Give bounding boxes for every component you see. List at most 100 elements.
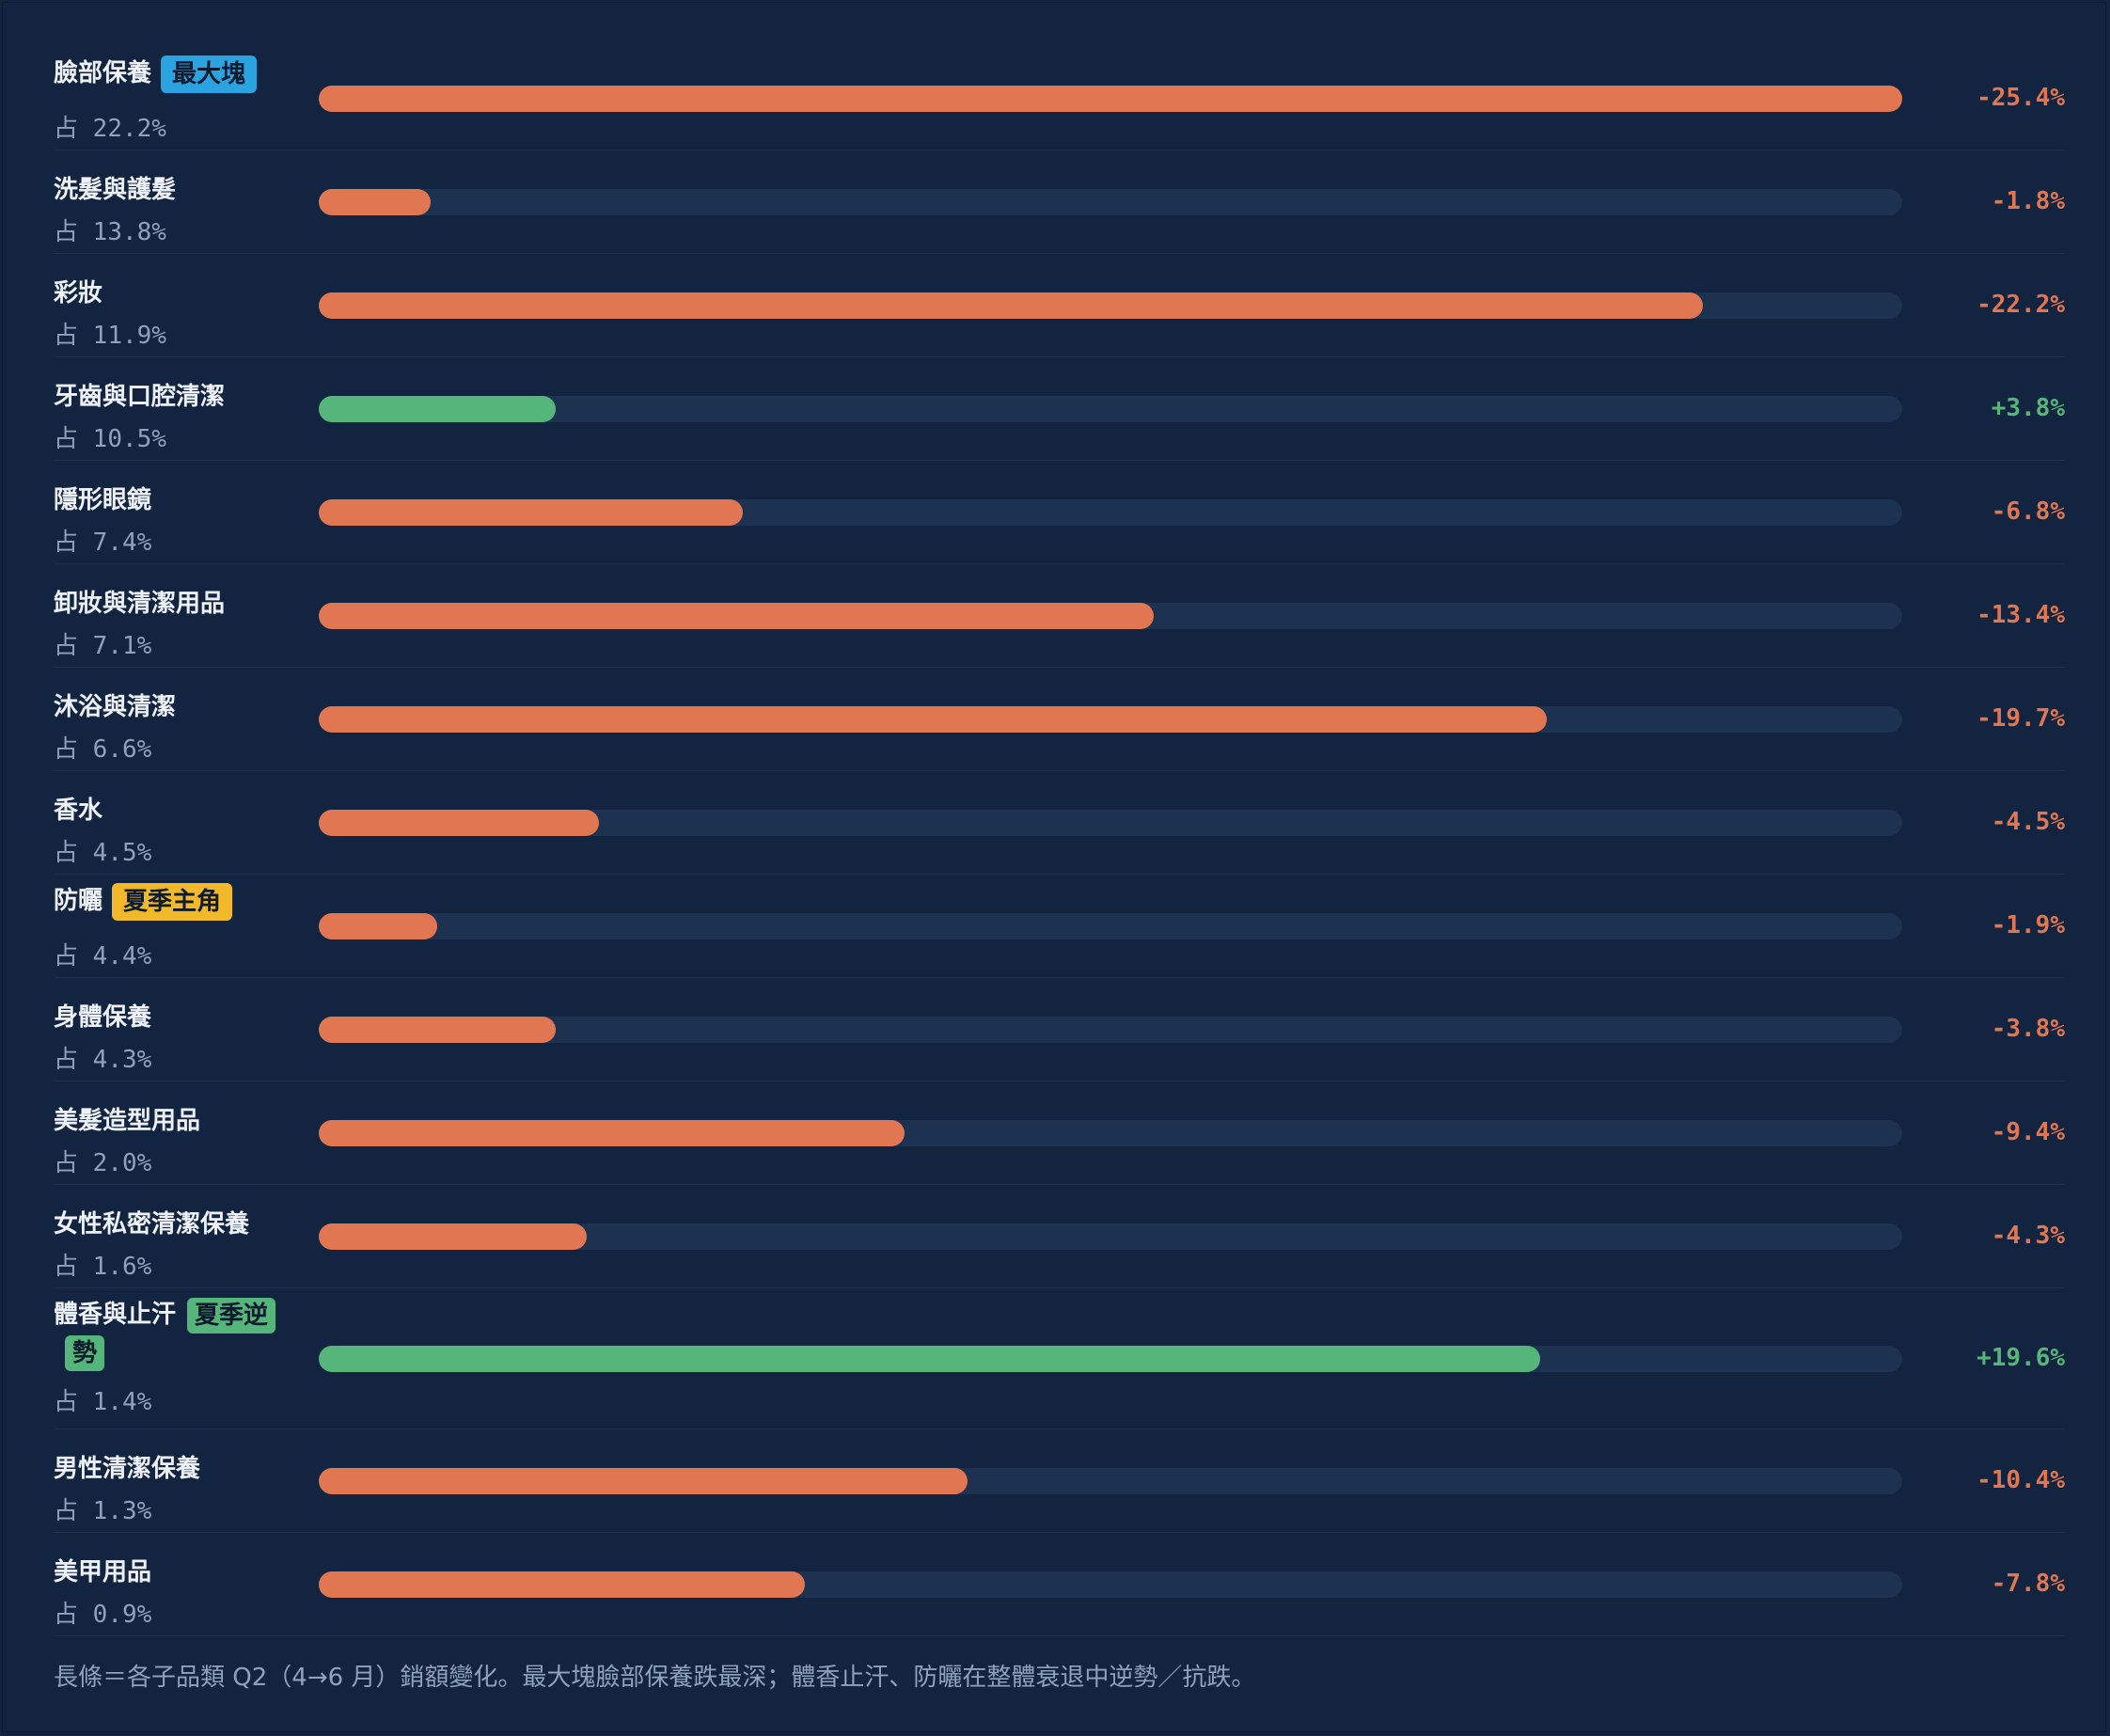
category-share: 占 7.1% bbox=[54, 626, 151, 661]
category-share: 占 6.6% bbox=[54, 730, 151, 765]
bar-row: 卸妝與清潔用品占 7.1% -13.4% bbox=[54, 564, 2065, 668]
category-name-line: 女性私密清潔保養 bbox=[54, 1206, 249, 1243]
category-name-line: 沐浴與清潔 bbox=[54, 688, 176, 726]
bar-row: 隱形眼鏡占 7.4% -6.8% bbox=[54, 461, 2065, 564]
category-name-line: 彩妝 bbox=[54, 275, 102, 312]
bar-decline bbox=[319, 292, 1703, 319]
category-name: 隱形眼鏡 bbox=[54, 486, 152, 514]
category-share: 占 11.9% bbox=[54, 316, 166, 351]
bar-row: 身體保養占 4.3% -3.8% bbox=[54, 978, 2065, 1081]
bar-decline bbox=[319, 1223, 587, 1250]
bar-track bbox=[319, 86, 1902, 112]
change-label: -19.7% bbox=[1976, 704, 2065, 733]
category-share: 占 0.9% bbox=[54, 1595, 151, 1630]
category-name-line: 美髮造型用品 bbox=[54, 1102, 200, 1140]
change-label: -9.4% bbox=[1991, 1118, 2065, 1146]
category-name: 卸妝與清潔用品 bbox=[54, 590, 226, 618]
bar-growth bbox=[319, 1346, 1540, 1372]
category-name-line: 美甲用品 bbox=[54, 1554, 151, 1591]
bar-track bbox=[319, 1223, 1902, 1250]
share-value: 4.5% bbox=[92, 839, 152, 867]
share-value: 13.8% bbox=[92, 218, 166, 246]
bar-decline bbox=[319, 603, 1154, 629]
category-name: 男性清潔保養 bbox=[54, 1455, 201, 1483]
category-name-line: 香水 bbox=[54, 792, 102, 829]
change-label: +3.8% bbox=[1991, 394, 2065, 422]
bar-row: 香水占 4.5% -4.5% bbox=[54, 771, 2065, 875]
category-name-line: 身體保養 bbox=[54, 999, 151, 1036]
category-name-line: 體香與止汗 夏季逆勢 bbox=[54, 1296, 289, 1372]
category-share: 占 4.3% bbox=[54, 1040, 151, 1075]
bar-row: 防曬 夏季主角占 4.4% -1.9% bbox=[54, 875, 2065, 978]
category-name-line: 隱形眼鏡 bbox=[54, 481, 151, 519]
category-name: 香水 bbox=[54, 797, 103, 825]
share-value: 2.0% bbox=[92, 1149, 152, 1177]
share-value: 7.1% bbox=[92, 632, 152, 660]
share-prefix: 占 bbox=[54, 839, 79, 867]
category-badge: 夏季主角 bbox=[112, 882, 233, 921]
category-share: 占 1.6% bbox=[54, 1247, 151, 1282]
bar-decline bbox=[319, 1120, 905, 1146]
share-value: 6.6% bbox=[92, 735, 152, 764]
bar-row: 沐浴與清潔占 6.6% -19.7% bbox=[54, 668, 2065, 771]
bar-decline bbox=[319, 810, 599, 836]
category-share: 占 4.5% bbox=[54, 833, 151, 868]
category-name-line: 洗髮與護髮 bbox=[54, 171, 176, 209]
bar-decline bbox=[319, 913, 437, 939]
bar-row: 男性清潔保養占 1.3% -10.4% bbox=[54, 1429, 2065, 1533]
bar-row: 牙齒與口腔清潔占 10.5% +3.8% bbox=[54, 357, 2065, 461]
bar-track bbox=[319, 189, 1902, 215]
change-label: -4.5% bbox=[1991, 808, 2065, 836]
category-name: 女性私密清潔保養 bbox=[54, 1210, 250, 1239]
share-value: 22.2% bbox=[92, 115, 166, 143]
bar-decline bbox=[319, 86, 1902, 112]
bar-row: 彩妝占 11.9% -22.2% bbox=[54, 254, 2065, 357]
change-label: -10.4% bbox=[1976, 1466, 2065, 1494]
share-value: 10.5% bbox=[92, 425, 166, 453]
bar-track bbox=[319, 1120, 1902, 1146]
category-share: 占 10.5% bbox=[54, 419, 166, 454]
category-name-line: 防曬 夏季主角 bbox=[54, 882, 233, 921]
category-name: 防曬 bbox=[54, 887, 103, 915]
category-share: 占 2.0% bbox=[54, 1144, 151, 1178]
share-prefix: 占 bbox=[54, 1497, 79, 1525]
share-prefix: 占 bbox=[54, 942, 79, 971]
category-name-line: 卸妝與清潔用品 bbox=[54, 585, 225, 623]
share-value: 11.9% bbox=[92, 322, 166, 350]
change-label: -3.8% bbox=[1991, 1015, 2065, 1043]
category-name: 沐浴與清潔 bbox=[54, 693, 177, 721]
bar-decline bbox=[319, 706, 1547, 733]
bar-decline bbox=[319, 1571, 805, 1598]
category-name: 臉部保養 bbox=[54, 59, 152, 87]
category-share: 占 1.4% bbox=[54, 1382, 151, 1417]
share-value: 1.3% bbox=[92, 1497, 152, 1525]
bar-row: 體香與止汗 夏季逆勢占 1.4% +19.6% bbox=[54, 1288, 2065, 1429]
category-share: 占 4.4% bbox=[54, 937, 151, 971]
bar-track bbox=[319, 292, 1902, 319]
category-share: 占 22.2% bbox=[54, 109, 166, 144]
bar-track bbox=[319, 810, 1902, 836]
bar-track bbox=[319, 1571, 1902, 1598]
share-prefix: 占 bbox=[54, 1388, 79, 1416]
share-value: 1.6% bbox=[92, 1253, 152, 1281]
share-value: 7.4% bbox=[92, 529, 152, 557]
bar-decline bbox=[319, 1017, 556, 1043]
share-prefix: 占 bbox=[54, 735, 79, 764]
category-name: 彩妝 bbox=[54, 279, 103, 308]
category-badge: 最大塊 bbox=[161, 55, 258, 93]
share-prefix: 占 bbox=[54, 632, 79, 660]
share-prefix: 占 bbox=[54, 1149, 79, 1177]
change-label: -4.3% bbox=[1991, 1222, 2065, 1250]
category-name-line: 臉部保養 最大塊 bbox=[54, 55, 258, 93]
bar-row: 臉部保養 最大塊占 22.2% -25.4% bbox=[54, 47, 2065, 150]
share-prefix: 占 bbox=[54, 115, 79, 143]
share-value: 4.3% bbox=[92, 1046, 152, 1074]
change-label: -25.4% bbox=[1976, 84, 2065, 112]
change-label: +19.6% bbox=[1976, 1344, 2065, 1372]
bar-track bbox=[319, 1017, 1902, 1043]
bar-decline bbox=[319, 1468, 968, 1494]
category-name: 身體保養 bbox=[54, 1003, 152, 1032]
change-label: -22.2% bbox=[1976, 291, 2065, 319]
bar-track bbox=[319, 499, 1902, 526]
